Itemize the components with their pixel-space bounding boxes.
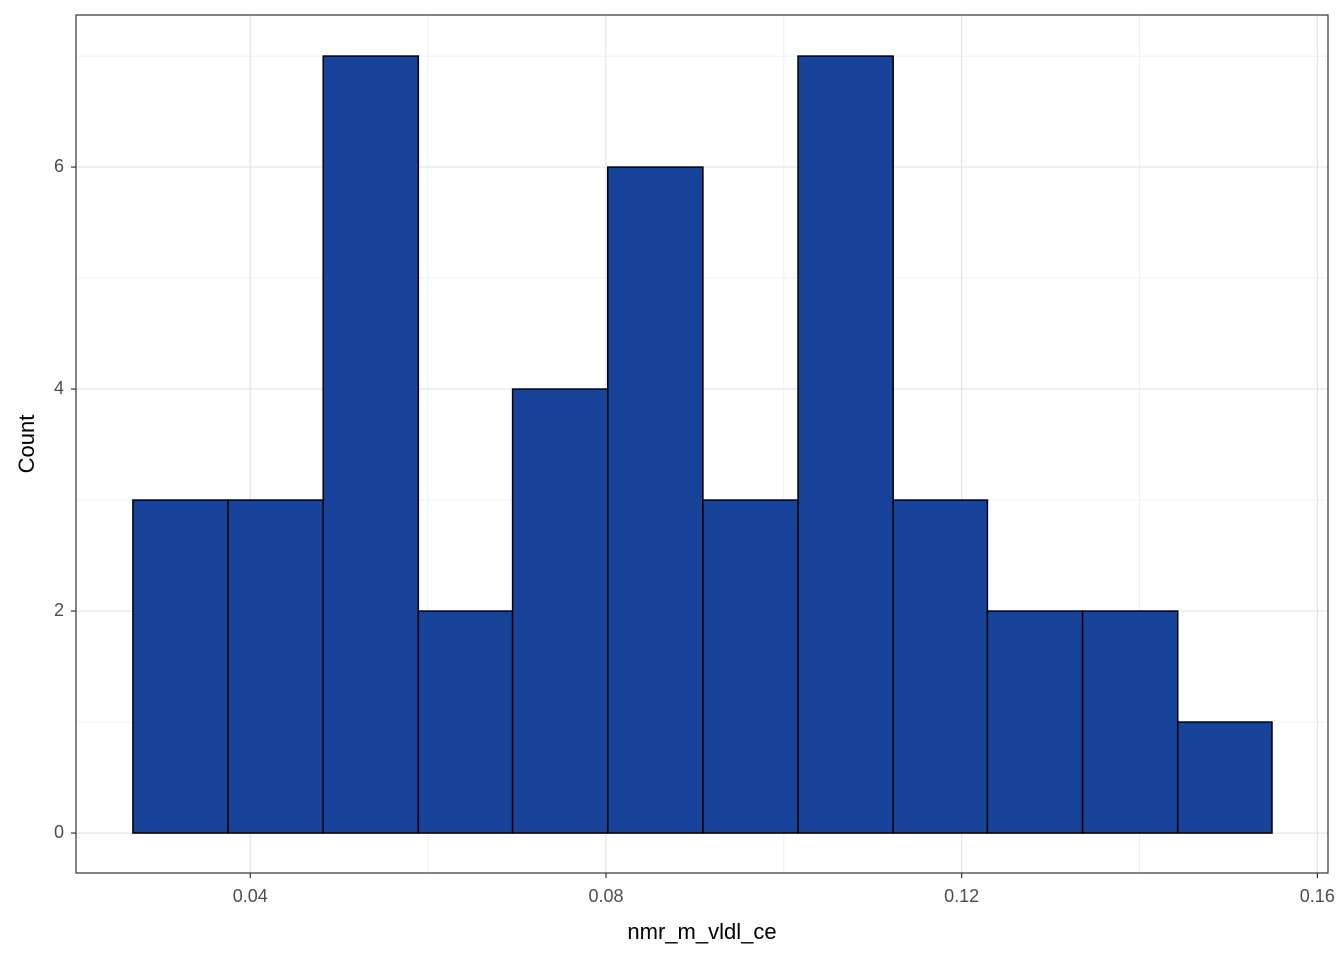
x-axis-title: nmr_m_vldl_ce <box>627 919 776 944</box>
x-tick-label: 0.12 <box>944 886 979 906</box>
y-tick-label: 6 <box>54 156 64 176</box>
x-tick-label: 0.04 <box>233 886 268 906</box>
bar <box>322 55 420 834</box>
bar <box>606 166 704 834</box>
y-tick-label: 2 <box>54 600 64 620</box>
bar <box>1081 610 1179 834</box>
bar <box>417 610 514 834</box>
y-tick-label: 4 <box>54 378 64 398</box>
bar <box>986 610 1084 834</box>
panel-border <box>75 14 1329 874</box>
bar <box>892 499 989 834</box>
x-tick-label: 0.08 <box>588 886 623 906</box>
x-tick-label: 0.16 <box>1300 886 1335 906</box>
bar <box>797 55 894 834</box>
bar <box>702 499 799 834</box>
bar <box>132 499 229 834</box>
y-tick-label: 0 <box>54 822 64 842</box>
y-axis-title: Count <box>14 415 39 474</box>
bar <box>1176 721 1273 834</box>
bar <box>227 499 324 834</box>
bar <box>511 388 609 834</box>
